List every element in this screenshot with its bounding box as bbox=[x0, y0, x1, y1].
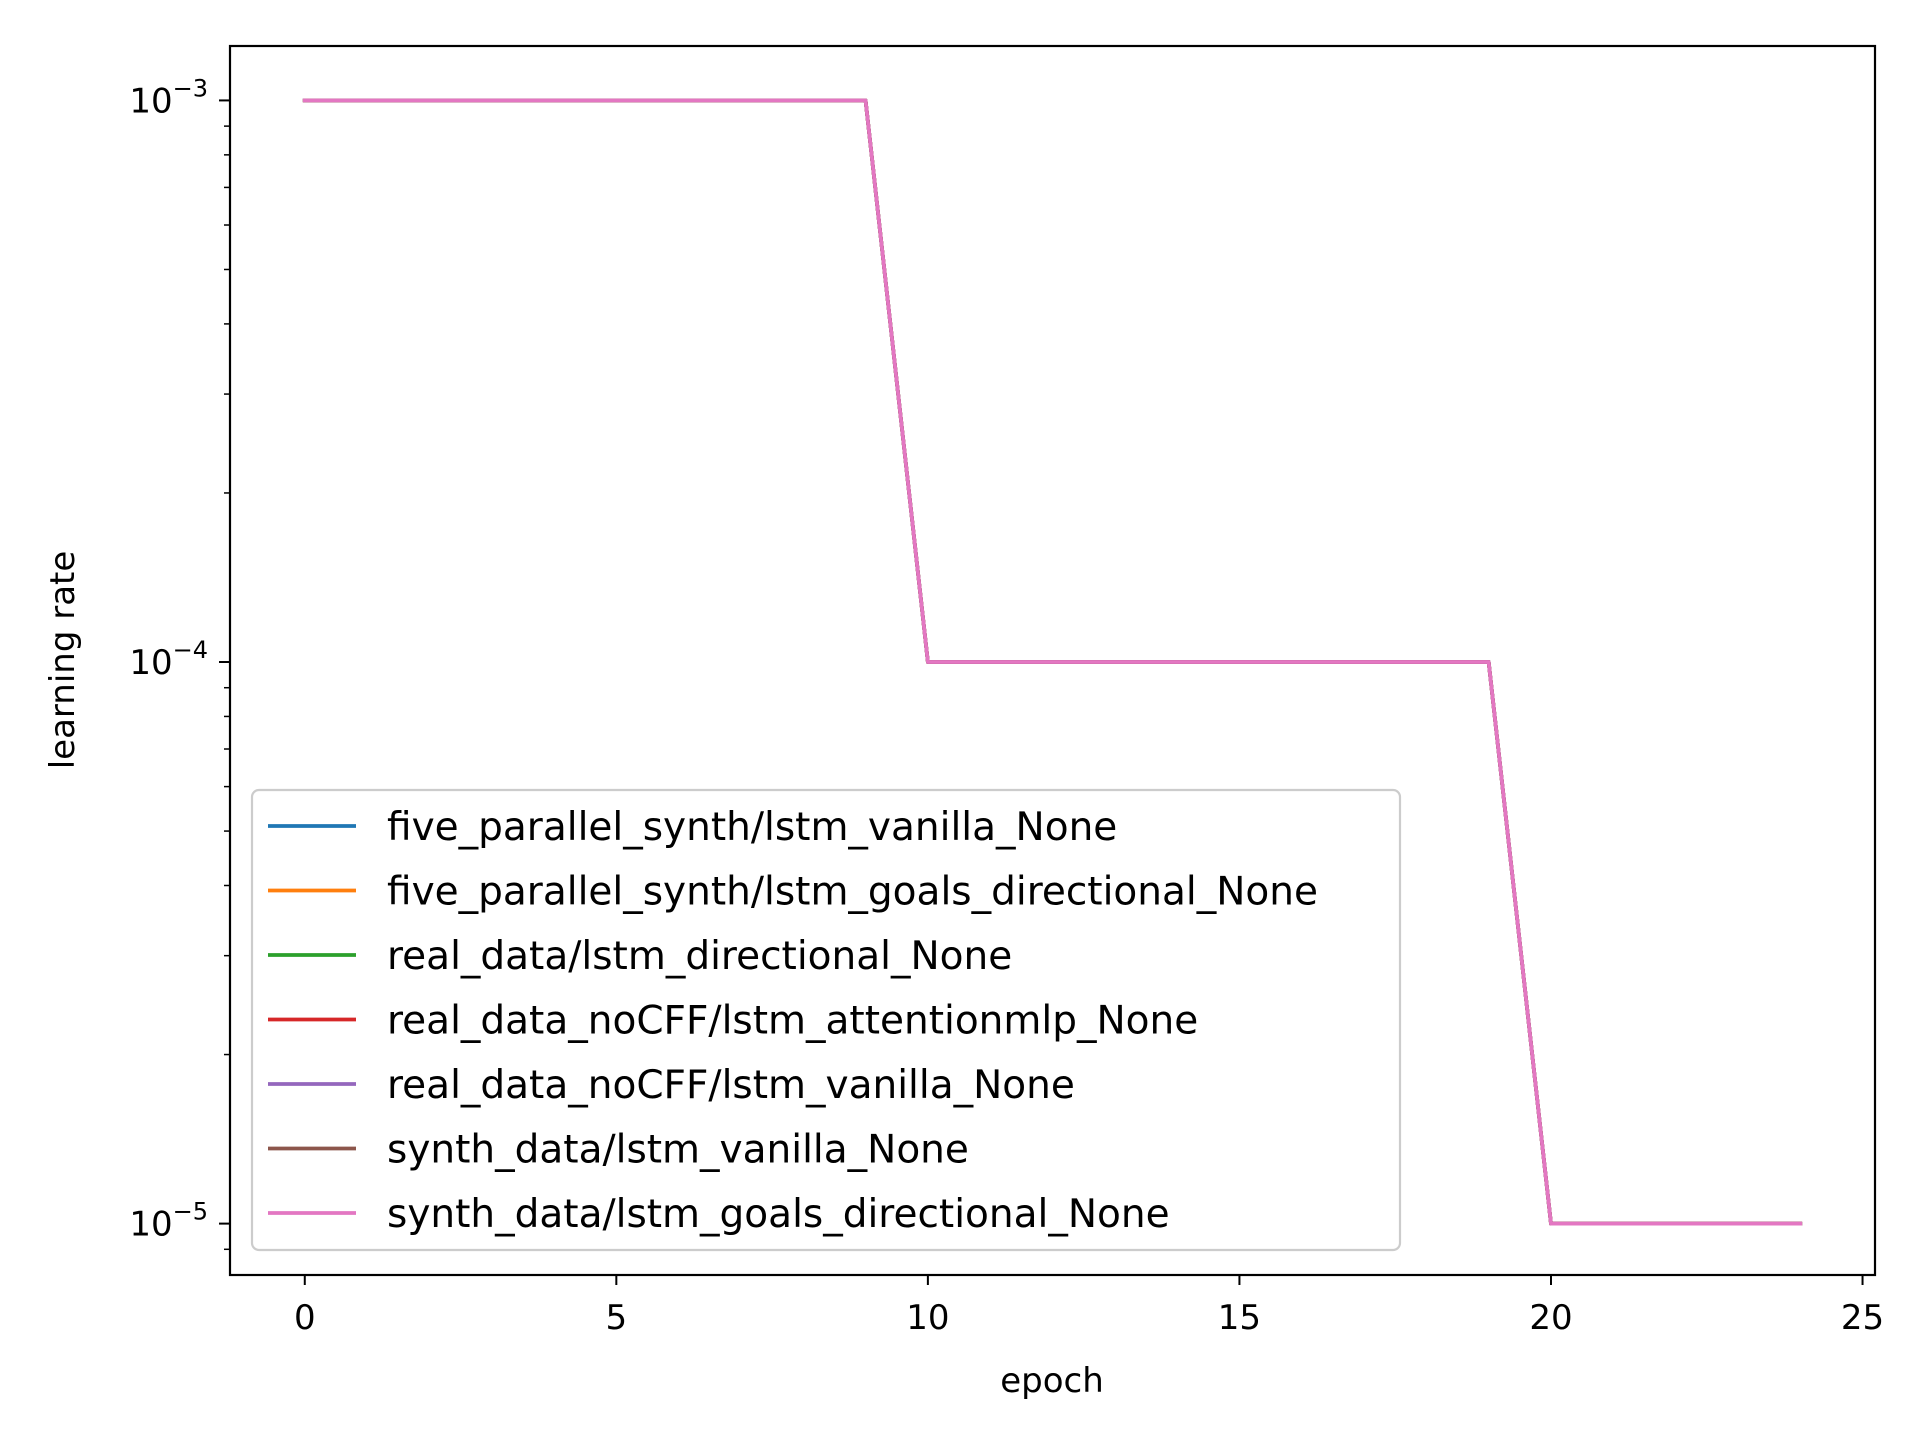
series-layer bbox=[302, 98, 1803, 1226]
y-tick-base: 10 bbox=[129, 643, 172, 683]
legend-entry: real_data/lstm_directional_None bbox=[387, 934, 1012, 979]
legend-entry: five_parallel_synth/lstm_vanilla_None bbox=[387, 805, 1117, 850]
legend-entry: synth_data/lstm_vanilla_None bbox=[387, 1128, 969, 1173]
y-tick-exponent: −3 bbox=[173, 74, 208, 102]
x-axis-label: epoch bbox=[1000, 1361, 1104, 1401]
y-tick-label: 10−3 bbox=[129, 74, 208, 121]
legend-entry: five_parallel_synth/lstm_goals_direction… bbox=[387, 870, 1318, 915]
x-tick-label: 25 bbox=[1841, 1298, 1884, 1338]
legend-entry: synth_data/lstm_goals_directional_None bbox=[387, 1192, 1170, 1237]
legend-entry: real_data_noCFF/lstm_attentionmlp_None bbox=[387, 999, 1198, 1044]
y-tick-label: 10−4 bbox=[129, 636, 208, 683]
y-tick-label: 10−5 bbox=[129, 1198, 208, 1245]
x-tick-label: 5 bbox=[606, 1298, 628, 1338]
y-tick-exponent: −4 bbox=[173, 636, 208, 664]
legend-box bbox=[250, 788, 1402, 1252]
legend: five_parallel_synth/lstm_vanilla_Nonefiv… bbox=[250, 788, 1402, 1252]
x-tick-label: 20 bbox=[1529, 1298, 1572, 1338]
y-tick-base: 10 bbox=[129, 1205, 172, 1245]
y-tick-exponent: −5 bbox=[173, 1198, 208, 1226]
legend-entry: real_data_noCFF/lstm_vanilla_None bbox=[387, 1063, 1075, 1108]
y-tick-base: 10 bbox=[129, 81, 172, 121]
x-tick-label: 0 bbox=[294, 1298, 316, 1338]
series-line-7 bbox=[302, 98, 1803, 1226]
x-tick-label: 10 bbox=[906, 1298, 949, 1338]
plot-frame bbox=[228, 44, 1877, 1277]
y-axis-label: learning rate bbox=[43, 551, 83, 770]
x-tick-label: 15 bbox=[1218, 1298, 1261, 1338]
